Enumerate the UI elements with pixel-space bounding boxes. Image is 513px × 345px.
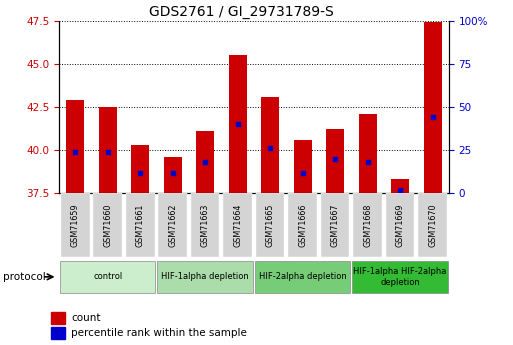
Bar xyxy=(386,193,415,257)
Text: count: count xyxy=(71,313,101,323)
Bar xyxy=(93,193,122,257)
Point xyxy=(428,115,437,120)
Point xyxy=(233,121,242,127)
Bar xyxy=(359,114,377,193)
Point xyxy=(169,170,177,175)
Text: GSM71666: GSM71666 xyxy=(298,204,307,247)
Bar xyxy=(391,179,409,193)
Text: GSM71663: GSM71663 xyxy=(201,204,210,247)
Bar xyxy=(66,100,84,193)
Point xyxy=(331,156,339,161)
Text: GSM71660: GSM71660 xyxy=(103,204,112,247)
Text: percentile rank within the sample: percentile rank within the sample xyxy=(71,328,247,338)
Text: HIF-1alpha depletion: HIF-1alpha depletion xyxy=(161,272,249,282)
Text: GSM71662: GSM71662 xyxy=(168,203,177,247)
Text: GSM71667: GSM71667 xyxy=(331,203,340,247)
Bar xyxy=(60,260,155,293)
Bar xyxy=(51,312,65,324)
Text: protocol: protocol xyxy=(3,272,45,282)
Bar xyxy=(229,55,247,193)
Text: GSM71669: GSM71669 xyxy=(396,203,405,247)
Bar xyxy=(159,193,187,257)
Bar xyxy=(288,193,317,257)
Text: GSM71661: GSM71661 xyxy=(136,204,145,247)
Point xyxy=(104,149,112,155)
Bar xyxy=(353,193,382,257)
Text: control: control xyxy=(93,272,123,282)
Bar xyxy=(126,193,154,257)
Bar xyxy=(223,193,252,257)
Point xyxy=(201,159,209,165)
Bar xyxy=(256,193,285,257)
Point xyxy=(266,146,274,151)
Text: GSM71668: GSM71668 xyxy=(363,204,372,247)
Text: GSM71665: GSM71665 xyxy=(266,203,274,247)
Point xyxy=(71,149,80,155)
Bar xyxy=(326,129,344,193)
Text: GSM71670: GSM71670 xyxy=(428,203,437,247)
Bar xyxy=(51,327,65,339)
Text: HIF-1alpha HIF-2alpha
depletion: HIF-1alpha HIF-2alpha depletion xyxy=(353,267,447,287)
Bar xyxy=(424,22,442,193)
Bar xyxy=(131,145,149,193)
Bar xyxy=(99,107,116,193)
Text: GSM71664: GSM71664 xyxy=(233,204,242,247)
Point xyxy=(396,187,404,193)
Bar xyxy=(196,131,214,193)
Point xyxy=(299,170,307,175)
Text: HIF-2alpha depletion: HIF-2alpha depletion xyxy=(259,272,347,282)
Point xyxy=(364,159,372,165)
Text: GSM71659: GSM71659 xyxy=(71,203,80,247)
Bar xyxy=(352,260,448,293)
Bar xyxy=(418,193,447,257)
Bar xyxy=(157,260,253,293)
Bar xyxy=(255,260,350,293)
Bar xyxy=(261,97,279,193)
Text: GDS2761 / GI_29731789-S: GDS2761 / GI_29731789-S xyxy=(149,5,333,19)
Bar xyxy=(294,140,311,193)
Bar xyxy=(321,193,349,257)
Bar xyxy=(191,193,220,257)
Bar xyxy=(61,193,90,257)
Point xyxy=(136,170,144,175)
Bar xyxy=(164,157,182,193)
